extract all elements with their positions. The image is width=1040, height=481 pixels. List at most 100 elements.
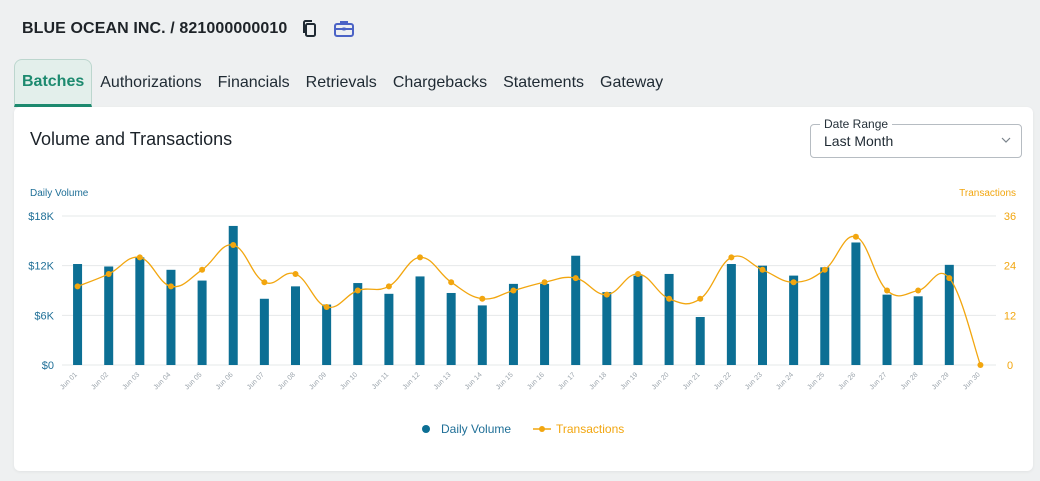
y-right-tick-label: 12 <box>1004 310 1016 322</box>
page-header: BLUE OCEAN INC. / 821000000010 <box>22 17 355 41</box>
bar-daily-volume <box>882 294 892 365</box>
bar-daily-volume <box>477 305 487 365</box>
bar-daily-volume <box>228 225 238 365</box>
x-tick-label: Jun 27 <box>869 371 889 391</box>
transactions-point <box>136 254 143 261</box>
y-left-axis-title: Daily Volume <box>30 188 89 199</box>
bar-daily-volume <box>259 298 269 365</box>
transactions-point <box>821 266 828 273</box>
tab-chargebacks[interactable]: Chargebacks <box>392 74 488 91</box>
bar-daily-volume <box>353 283 363 365</box>
y-right-tick-label: 24 <box>1004 261 1016 273</box>
x-tick-label: Jun 23 <box>744 371 764 391</box>
transactions-point <box>292 270 299 277</box>
bar-daily-volume <box>446 292 456 365</box>
x-tick-label: Jun 02 <box>90 371 110 391</box>
transactions-point <box>759 266 766 273</box>
bar-daily-volume <box>789 275 799 365</box>
copy-icon[interactable] <box>301 19 319 39</box>
bar-daily-volume <box>135 257 145 365</box>
transactions-point <box>634 270 641 277</box>
y-left-tick-label: $18K <box>28 211 54 223</box>
transactions-point <box>167 283 174 290</box>
date-range-label: Date Range <box>820 117 893 131</box>
volume-transactions-chart: $0 0 $6K 12 $12K 24 $18K 36 Daily Volume Transact… <box>28 188 1016 436</box>
tab-gateway[interactable]: Gateway <box>600 74 664 91</box>
x-tick-label: Jun 22 <box>713 371 733 391</box>
x-tick-label: Jun 08 <box>277 371 297 391</box>
x-tick-label: Jun 28 <box>900 371 920 391</box>
transactions-point <box>852 233 859 240</box>
tab-retrievals[interactable]: Retrievals <box>305 74 377 91</box>
y-left-tick-label: $6K <box>34 310 54 322</box>
bar-daily-volume <box>415 276 425 365</box>
transactions-point <box>354 287 361 294</box>
bar-daily-volume <box>633 275 643 365</box>
y-right-tick-label: 0 <box>1007 360 1013 372</box>
x-tick-label: Jun 01 <box>59 371 79 391</box>
tab-authorizations[interactable]: Authorizations <box>100 74 202 91</box>
y-right-tick-label: 36 <box>1004 211 1016 223</box>
transactions-point <box>105 270 112 277</box>
legend-daily-volume-marker <box>422 425 430 433</box>
y-right-axis-title: Transactions <box>959 188 1016 199</box>
transactions-point <box>230 241 237 248</box>
transactions-point <box>323 304 330 311</box>
x-tick-label: Jun 24 <box>775 371 795 391</box>
tab-bar: Batches Authorizations Financials Retrie… <box>14 59 671 107</box>
x-tick-label: Jun 10 <box>339 371 359 391</box>
transactions-point <box>697 295 704 302</box>
legend-transactions-label: Transactions <box>556 422 624 436</box>
transactions-point <box>261 279 268 286</box>
bar-daily-volume <box>508 283 518 365</box>
chart-card: Volume and Transactions Date Range Last … <box>14 107 1033 471</box>
x-tick-label: Jun 05 <box>184 371 204 391</box>
briefcase-icon[interactable] <box>333 19 355 39</box>
transactions-point <box>479 295 486 302</box>
bar-daily-volume <box>166 269 176 365</box>
bar-daily-volume <box>726 264 736 365</box>
bar-daily-volume <box>73 264 83 365</box>
bar-daily-volume <box>851 242 861 365</box>
transactions-point <box>915 287 922 294</box>
tab-statements[interactable]: Statements <box>503 74 585 91</box>
x-tick-label: Jun 17 <box>557 371 577 391</box>
bar-daily-volume <box>322 304 332 365</box>
x-tick-label: Jun 14 <box>464 371 484 391</box>
tab-batches[interactable]: Batches <box>14 59 93 107</box>
x-tick-label: Jun 16 <box>526 371 546 391</box>
transactions-point <box>728 254 735 261</box>
transactions-point <box>884 287 891 294</box>
x-tick-label: Jun 15 <box>495 371 515 391</box>
y-left-tick-label: $12K <box>28 261 54 273</box>
transactions-line <box>77 235 982 366</box>
bar-daily-volume <box>758 265 767 365</box>
bar-daily-volume <box>602 292 612 365</box>
legend-daily-volume-label: Daily Volume <box>441 422 511 436</box>
card-title: Volume and Transactions <box>30 129 233 149</box>
x-tick-label: Jun 03 <box>121 371 141 391</box>
x-tick-label: Jun 26 <box>837 371 857 391</box>
tab-financials[interactable]: Financials <box>217 74 290 91</box>
transactions-point <box>385 283 392 290</box>
x-tick-label: Jun 25 <box>806 371 826 391</box>
transactions-point <box>448 279 455 286</box>
date-range-select[interactable]: Date Range Last Month <box>810 117 1022 158</box>
x-tick-label: Jun 29 <box>931 371 951 391</box>
transactions-point <box>790 279 797 286</box>
bar-daily-volume <box>291 286 300 365</box>
transactions-point <box>199 266 206 273</box>
x-tick-label: Jun 04 <box>153 371 173 391</box>
x-tick-label: Jun 12 <box>402 371 422 391</box>
x-tick-label: Jun 11 <box>371 371 391 391</box>
merchant-title: BLUE OCEAN INC. / 821000000010 <box>22 20 288 37</box>
date-range-value: Last Month <box>824 133 894 149</box>
x-tick-label: Jun 09 <box>308 371 328 391</box>
chevron-down-icon <box>1001 137 1011 143</box>
transactions-point <box>603 291 610 298</box>
legend-transactions-marker <box>539 426 545 432</box>
x-tick-label: Jun 06 <box>215 371 235 391</box>
x-tick-label: Jun 19 <box>620 371 640 391</box>
bar-daily-volume <box>197 280 207 365</box>
bar-daily-volume <box>695 316 705 365</box>
